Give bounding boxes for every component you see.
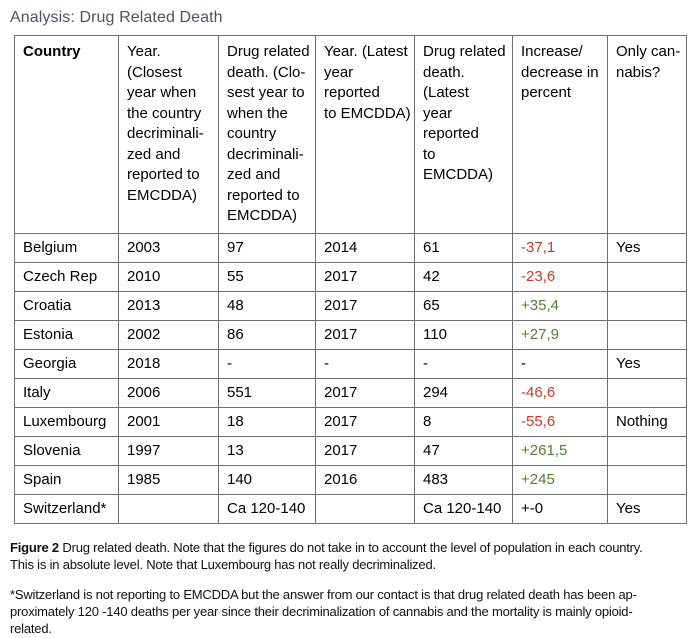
table-row: Switzerland* Ca 120-140 Ca 120-140 +-0 Y…: [14, 493, 687, 524]
cell-year-latest: 2016: [315, 464, 415, 495]
cell-year-latest: 2017: [315, 261, 415, 292]
cell-country: Croatia: [14, 290, 119, 321]
cell-country: Luxembourg: [14, 406, 119, 437]
switzerland-footnote: *Switzerland is not reporting to EMCDDA …: [10, 586, 637, 636]
cell-deaths-decriminalized: 86: [218, 319, 316, 350]
cell-deaths-decriminalized: 55: [218, 261, 316, 292]
cell-deaths-decriminalized: 13: [218, 435, 316, 466]
cell-country: Estonia: [14, 319, 119, 350]
cell-only-cannabis: [607, 464, 687, 495]
cell-deaths-decriminalized: 18: [218, 406, 316, 437]
cell-deaths-decriminalized: 551: [218, 377, 316, 408]
cell-change-percent: +35,4: [512, 290, 608, 321]
header-only-cannabis: Only can- nabis?: [607, 35, 687, 234]
cell-change-percent: -37,1: [512, 232, 608, 263]
drug-death-table: Country Year. (Closest year when the cou…: [14, 35, 687, 524]
table-row: Croatia 2013 48 2017 65 +35,4: [14, 290, 687, 321]
cell-deaths-latest: 294: [414, 377, 513, 408]
cell-year-latest: [315, 493, 415, 524]
cell-deaths-decriminalized: 48: [218, 290, 316, 321]
cell-year-decriminalized: 2003: [118, 232, 219, 263]
cell-deaths-decriminalized: Ca 120-140: [218, 493, 316, 524]
cell-year-latest: 2017: [315, 406, 415, 437]
cell-year-decriminalized: 2013: [118, 290, 219, 321]
cell-change-percent: +-0: [512, 493, 608, 524]
cell-year-latest: 2014: [315, 232, 415, 263]
header-year-latest: Year. (Latest year reported to EMCDDA): [315, 35, 415, 234]
cell-only-cannabis: [607, 290, 687, 321]
cell-country: Czech Rep: [14, 261, 119, 292]
figure-caption-text: Drug related death. Note that the figure…: [10, 539, 643, 572]
cell-year-decriminalized: 1985: [118, 464, 219, 495]
table-body: Belgium 2003 97 2014 61 -37,1 Yes Czech …: [14, 232, 687, 524]
cell-year-decriminalized: 2002: [118, 319, 219, 350]
cell-change-percent: -23,6: [512, 261, 608, 292]
cell-country: Spain: [14, 464, 119, 495]
cell-deaths-latest: Ca 120-140: [414, 493, 513, 524]
cell-deaths-latest: 110: [414, 319, 513, 350]
cell-deaths-latest: 47: [414, 435, 513, 466]
cell-year-decriminalized: 2010: [118, 261, 219, 292]
table-row: Spain 1985 140 2016 483 +245: [14, 464, 687, 495]
page-title: Analysis: Drug Related Death: [10, 9, 223, 26]
cell-deaths-decriminalized: -: [218, 348, 316, 379]
cell-change-percent: -: [512, 348, 608, 379]
cell-year-latest: 2017: [315, 290, 415, 321]
cell-change-percent: +245: [512, 464, 608, 495]
cell-deaths-latest: 65: [414, 290, 513, 321]
cell-year-latest: 2017: [315, 319, 415, 350]
cell-only-cannabis: [607, 261, 687, 292]
cell-change-percent: +27,9: [512, 319, 608, 350]
cell-year-latest: -: [315, 348, 415, 379]
cell-deaths-decriminalized: 97: [218, 232, 316, 263]
cell-country: Georgia: [14, 348, 119, 379]
cell-only-cannabis: Yes: [607, 232, 687, 263]
cell-year-latest: 2017: [315, 435, 415, 466]
cell-year-decriminalized: 2006: [118, 377, 219, 408]
table-row: Estonia 2002 86 2017 110 +27,9: [14, 319, 687, 350]
cell-deaths-latest: 61: [414, 232, 513, 263]
cell-change-percent: -55,6: [512, 406, 608, 437]
cell-deaths-latest: 8: [414, 406, 513, 437]
cell-only-cannabis: Yes: [607, 348, 687, 379]
cell-change-percent: +261,5: [512, 435, 608, 466]
table-row: Luxembourg 2001 18 2017 8 -55,6 Nothing: [14, 406, 687, 437]
table-row: Georgia 2018 - - - - Yes: [14, 348, 687, 379]
header-deaths-latest: Drug related death. (Latest year reporte…: [414, 35, 513, 234]
figure-label: Figure 2: [10, 539, 59, 555]
table-row: Italy 2006 551 2017 294 -46,6: [14, 377, 687, 408]
cell-country: Switzerland*: [14, 493, 119, 524]
cell-only-cannabis: Yes: [607, 493, 687, 524]
table-header-row: Country Year. (Closest year when the cou…: [14, 35, 687, 234]
cell-deaths-latest: -: [414, 348, 513, 379]
table-row: Belgium 2003 97 2014 61 -37,1 Yes: [14, 232, 687, 263]
cell-only-cannabis: Nothing: [607, 406, 687, 437]
header-deaths-decriminalized: Drug related death. (Clo- sest year to w…: [218, 35, 316, 234]
cell-country: Belgium: [14, 232, 119, 263]
cell-deaths-decriminalized: 140: [218, 464, 316, 495]
cell-year-decriminalized: 1997: [118, 435, 219, 466]
cell-country: Slovenia: [14, 435, 119, 466]
figure-caption: Figure 2 Drug related death. Note that t…: [10, 539, 692, 573]
cell-deaths-latest: 42: [414, 261, 513, 292]
cell-deaths-latest: 483: [414, 464, 513, 495]
cell-only-cannabis: [607, 377, 687, 408]
header-country: Country: [14, 35, 119, 234]
cell-year-decriminalized: 2018: [118, 348, 219, 379]
cell-only-cannabis: [607, 319, 687, 350]
table-row: Czech Rep 2010 55 2017 42 -23,6: [14, 261, 687, 292]
cell-country: Italy: [14, 377, 119, 408]
cell-change-percent: -46,6: [512, 377, 608, 408]
cell-only-cannabis: [607, 435, 687, 466]
cell-year-decriminalized: 2001: [118, 406, 219, 437]
cell-year-latest: 2017: [315, 377, 415, 408]
cell-year-decriminalized: [118, 493, 219, 524]
header-change-percent: Increase/ decrease in percent: [512, 35, 608, 234]
header-year-decriminalized: Year. (Closest year when the country dec…: [118, 35, 219, 234]
table-row: Slovenia 1997 13 2017 47 +261,5: [14, 435, 687, 466]
